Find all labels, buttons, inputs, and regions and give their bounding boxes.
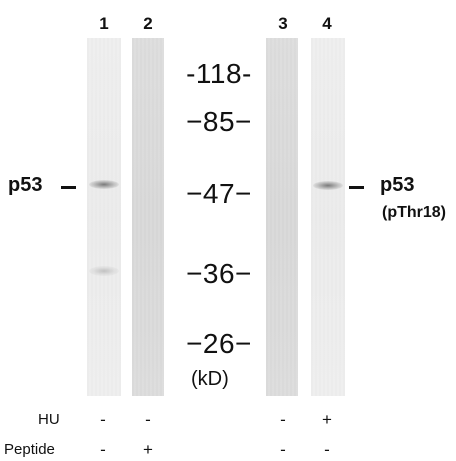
p53-band bbox=[89, 180, 119, 189]
lane-number-1: 1 bbox=[99, 14, 109, 33]
hu-sign-lane-1: - bbox=[100, 410, 106, 429]
peptide-sign-lane-4: - bbox=[324, 440, 330, 459]
phospho-site-label: (pThr18) bbox=[382, 204, 446, 221]
hu-sign-lane-3: - bbox=[280, 410, 286, 429]
unit-label: (kD) bbox=[191, 368, 229, 390]
blot-lane-4 bbox=[311, 38, 345, 396]
treatment-label-peptide: Peptide bbox=[4, 441, 55, 458]
right-p53-label: p53 bbox=[380, 174, 415, 196]
blot-lane-3 bbox=[266, 38, 298, 396]
left-pointer-dash bbox=[61, 186, 76, 189]
blot-lane-2 bbox=[132, 38, 164, 396]
lane-number-2: 2 bbox=[143, 14, 153, 33]
blot-lane-1 bbox=[87, 38, 121, 396]
marker-85: −85− bbox=[186, 106, 252, 137]
marker-118: -118- bbox=[186, 58, 252, 89]
marker-26: −26− bbox=[186, 328, 252, 359]
nonspecific-band bbox=[89, 266, 119, 276]
p53-pthr18-band bbox=[313, 181, 343, 190]
marker-36: −36− bbox=[186, 258, 252, 289]
peptide-sign-lane-3: - bbox=[280, 440, 286, 459]
hu-sign-lane-2: - bbox=[145, 410, 151, 429]
treatment-label-hu: HU bbox=[38, 411, 60, 428]
peptide-sign-lane-1: - bbox=[100, 440, 106, 459]
lane-number-3: 3 bbox=[278, 14, 288, 33]
left-p53-label: p53 bbox=[8, 174, 43, 196]
peptide-sign-lane-2: + bbox=[143, 440, 153, 459]
right-pointer-dash bbox=[349, 186, 364, 189]
marker-47: −47− bbox=[186, 178, 252, 209]
lane-number-4: 4 bbox=[322, 14, 332, 33]
hu-sign-lane-4: + bbox=[322, 410, 332, 429]
